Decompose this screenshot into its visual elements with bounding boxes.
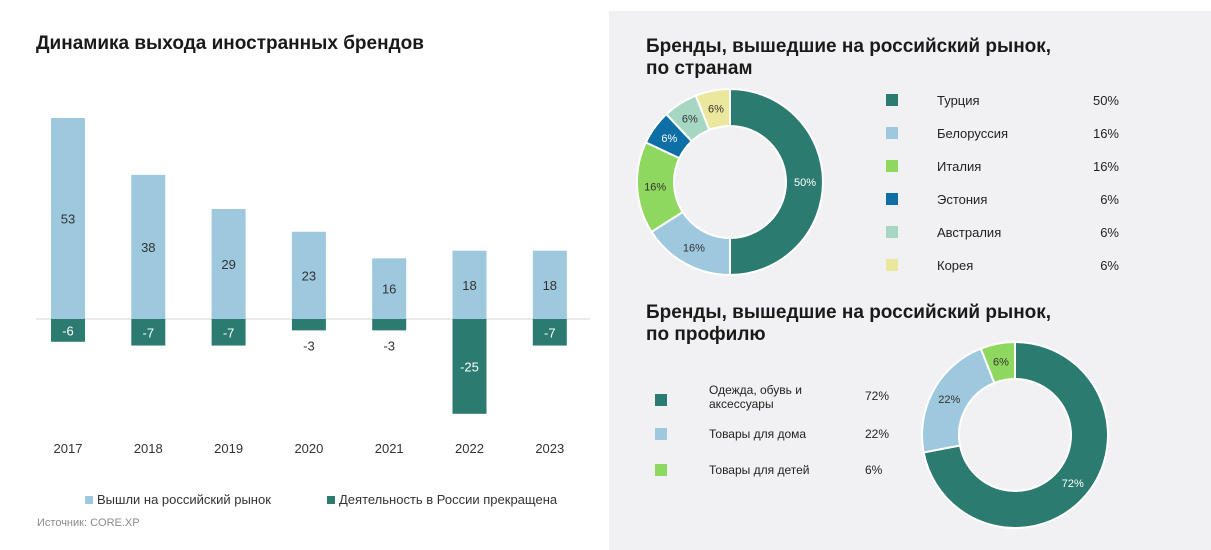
country-legend-value: 6%: [1100, 258, 1119, 273]
country-legend-swatch: [886, 127, 898, 139]
label-entered-2021: 16: [382, 282, 396, 297]
label-entered-2023: 18: [543, 278, 557, 293]
label-exited-2022: -25: [460, 359, 479, 374]
profile-legend-value: 6%: [865, 463, 883, 477]
profile-chart-title: Бренды, вышедшие на российский рынок, по…: [646, 302, 1051, 346]
label-exited-2017: -6: [62, 323, 74, 338]
bar-exited-2021: [372, 319, 407, 331]
x-tick-2021: 2021: [375, 441, 404, 456]
profile-legend-value: 22%: [865, 427, 890, 441]
profile-slice-0: [922, 340, 1109, 529]
legend-entered: Вышли на российский рынок: [85, 492, 271, 507]
legend-exited: Деятельность в России прекращена: [327, 492, 557, 507]
right-panel: Бренды, вышедшие на российский рынок, по…: [609, 11, 1211, 550]
country-chart-title: Бренды, вышедшие на российский рынок, по…: [646, 36, 1051, 80]
country-slice-label-0: 50%: [794, 177, 816, 189]
country-legend-swatch: [886, 259, 898, 271]
country-legend-name: Австралия: [937, 225, 1002, 240]
bar-exited-2019: [211, 319, 246, 346]
country-legend-value: 6%: [1100, 225, 1119, 240]
label-entered-2019: 29: [221, 257, 235, 272]
country-legend-value: 6%: [1100, 192, 1119, 207]
country-legend-swatch: [886, 226, 898, 238]
profile-slice-label-2: 6%: [993, 356, 1009, 368]
label-exited-2021: -3: [383, 338, 395, 353]
bar-exited-2017: [51, 319, 85, 342]
left-panel: Динамика выхода иностранных брендов 53 -6…: [0, 0, 600, 550]
x-tick-2019: 2019: [214, 441, 243, 456]
label-exited-2018: -7: [143, 325, 155, 340]
bar-exited-2022: [452, 319, 487, 414]
label-entered-2020: 23: [302, 268, 316, 283]
country-donut-chart: 50% 16% 16% 6% 6% 6%: [636, 87, 824, 277]
country-legend-swatch: [886, 94, 898, 106]
legend-exited-swatch: [327, 495, 335, 504]
label-exited-2023: -7: [544, 325, 556, 340]
country-legend-value: 50%: [1092, 93, 1119, 108]
country-legend-name: Корея: [937, 258, 974, 273]
profile-slice-label-1: 22%: [938, 394, 960, 406]
profile-slice-2: [979, 340, 1016, 385]
bar-exited-2018: [131, 319, 166, 346]
country-slice-label-3: 6%: [661, 133, 677, 145]
profile-legend-name: Товары для дома: [709, 427, 807, 441]
country-legend-name: Турция: [937, 93, 980, 108]
bar-entered-2022: [452, 250, 487, 319]
bar-entered-2017: [51, 118, 85, 319]
profile-legend-swatch: [655, 464, 667, 476]
legend-entered-swatch: [85, 495, 93, 504]
country-slice-label-5: 6%: [708, 103, 724, 115]
country-legend-swatch: [886, 193, 898, 205]
label-exited-2020: -3: [303, 338, 315, 353]
legend-entered-label: Вышли на российский рынок: [97, 492, 271, 507]
bar-exited-2023: [532, 319, 567, 346]
bar-exited-2020: [291, 319, 326, 331]
bar-entered-2019: [211, 209, 246, 319]
x-tick-2020: 2020: [294, 441, 323, 456]
country-slice-label-4: 6%: [682, 114, 698, 126]
bar-chart-title: Динамика выхода иностранных брендов: [36, 33, 424, 54]
profile-donut-chart: 72% 22% 6%: [921, 340, 1109, 529]
bar-entered-2021: [372, 258, 407, 319]
legend-exited-label: Деятельность в России прекращена: [339, 492, 558, 507]
label-entered-2022: 18: [462, 278, 476, 293]
profile-title-line2: по профилю: [646, 324, 766, 345]
x-tick-2017: 2017: [54, 441, 83, 456]
bar-entered-2023: [532, 250, 567, 319]
country-legend-value: 16%: [1092, 126, 1119, 141]
country-title-line1: Бренды, вышедшие на российский рынок,: [646, 36, 1052, 57]
label-exited-2019: -7: [223, 325, 235, 340]
x-tick-2023: 2023: [535, 441, 564, 456]
profile-legend-name: Товары для детей: [709, 463, 810, 477]
country-slice-label-1: 16%: [683, 243, 705, 255]
country-legend-name: Италия: [937, 159, 982, 174]
x-tick-2022: 2022: [455, 441, 484, 456]
profile-legend-name: Одежда, обувь и аксессуары: [709, 383, 802, 411]
label-entered-2018: 38: [141, 240, 155, 255]
profile-legend-swatch: [655, 394, 667, 406]
bar-chart: 53 -6 2017 38 -7 2018 29 -7 2019 23 -3 2020 16 -3 2021…: [36, 118, 590, 456]
country-slice-0: [729, 87, 824, 277]
bar-entered-2020: [291, 231, 326, 319]
profile-title-line1: Бренды, вышедшие на российский рынок,: [646, 302, 1052, 323]
source-note: Источник: CORE.XP: [37, 517, 140, 529]
profile-legend-value: 72%: [865, 389, 890, 403]
country-legend-name: Белоруссия: [937, 126, 1009, 141]
country-legend-name: Эстония: [937, 192, 988, 207]
bar-entered-2018: [131, 174, 166, 319]
country-slice-label-2: 16%: [644, 182, 666, 194]
country-legend-swatch: [886, 160, 898, 172]
profile-legend-swatch: [655, 428, 667, 440]
label-entered-2017: 53: [61, 212, 75, 227]
profile-slice-label-0: 72%: [1062, 478, 1084, 490]
country-slice-5: [694, 87, 731, 132]
country-title-line2: по странам: [646, 58, 753, 79]
x-tick-2018: 2018: [134, 441, 163, 456]
country-legend-value: 16%: [1092, 159, 1119, 174]
